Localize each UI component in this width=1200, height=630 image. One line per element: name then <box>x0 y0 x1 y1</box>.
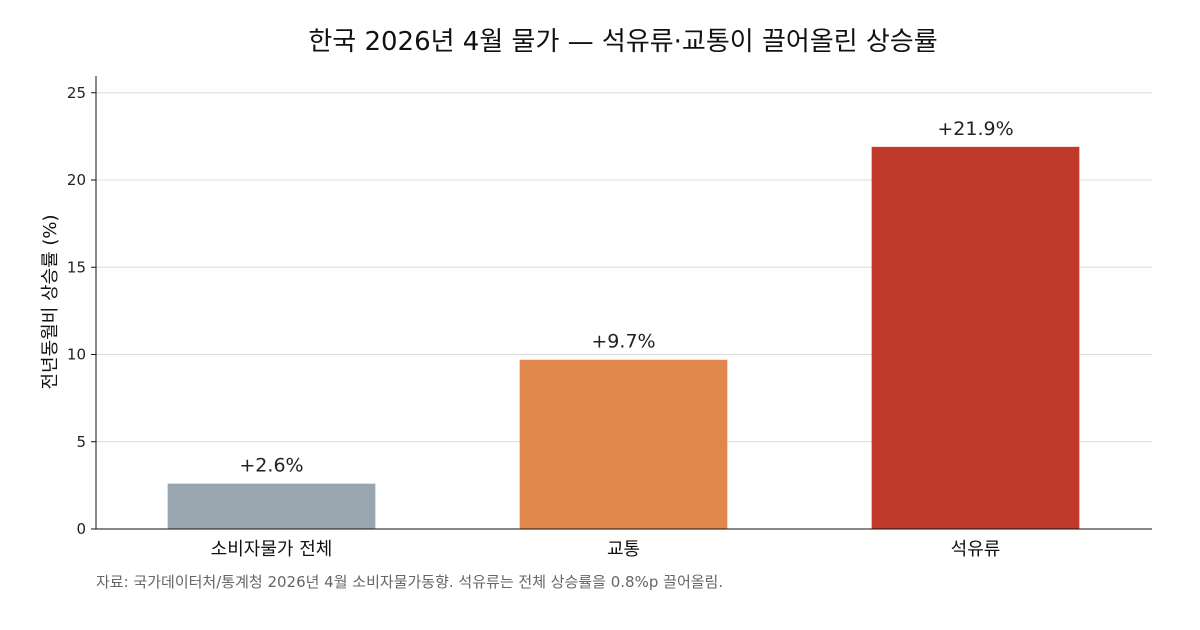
y-tick-label: 25 <box>67 84 86 102</box>
bar <box>871 146 1080 529</box>
y-tick-label: 5 <box>76 433 86 451</box>
data-labels: +2.6% +9.7% +21.9% <box>239 118 1013 477</box>
x-category-label: 소비자물가 전체 <box>211 539 333 560</box>
bar <box>167 483 376 529</box>
x-category-label: 교통 <box>607 539 640 560</box>
source-note: 자료: 국가데이터처/통계청 2026년 4월 소비자물가동향. 석유류는 전체… <box>96 573 723 591</box>
y-tick-label: 0 <box>76 520 86 538</box>
y-tick-label: 15 <box>67 258 86 276</box>
chart-title: 한국 2026년 4월 물가 — 석유류·교통이 끌어올린 상승률 <box>308 27 937 57</box>
bars <box>167 146 1080 529</box>
data-label: +9.7% <box>591 331 655 353</box>
data-label: +21.9% <box>937 118 1013 140</box>
y-axis-title: 전년동월비 상승률 (%) <box>40 214 61 389</box>
x-axis-categories: 소비자물가 전체 교통 석유류 <box>211 539 1001 560</box>
data-label: +2.6% <box>239 455 303 477</box>
bar <box>519 359 728 529</box>
y-tick-label: 10 <box>67 346 86 364</box>
y-tick-label: 20 <box>67 171 86 189</box>
y-axis-ticks: 0 5 10 15 20 25 <box>67 84 96 538</box>
x-category-label: 석유류 <box>951 539 1001 560</box>
